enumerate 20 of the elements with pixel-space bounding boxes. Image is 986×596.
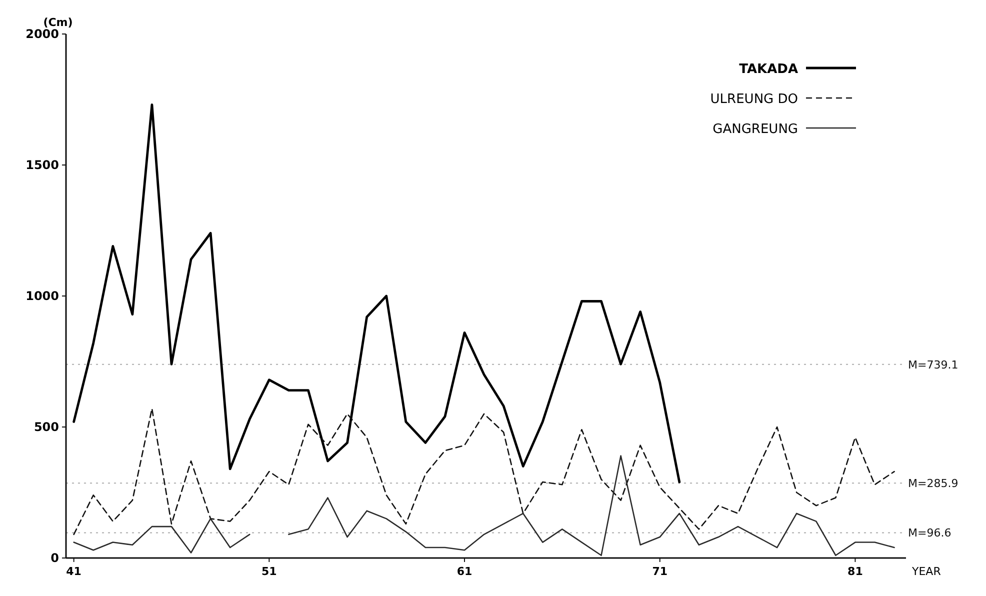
legend-label: TAKADA <box>739 62 798 77</box>
y-tick-label: 1000 <box>26 289 59 303</box>
legend-label: GANGREUNG <box>712 122 798 137</box>
y-tick-label: 2000 <box>26 27 59 41</box>
x-tick-label: 81 <box>848 565 863 578</box>
ref-line-label: M=739.1 <box>908 358 958 372</box>
x-tick-label: 51 <box>262 565 277 578</box>
legend-label: ULREUNG DO <box>710 92 798 107</box>
y-axis-title: (Cm) <box>43 16 73 29</box>
line-series <box>72 104 681 484</box>
x-tick-label: 61 <box>456 565 472 578</box>
y-tick-label: 0 <box>50 551 59 565</box>
y-tick-label: 500 <box>34 420 59 434</box>
x-tick-label: 71 <box>652 565 668 578</box>
x-axis-title: YEAR <box>911 565 942 578</box>
ref-line-label: M=285.9 <box>908 477 958 490</box>
x-tick-label: 41 <box>66 565 82 578</box>
y-tick-label: 1500 <box>26 158 59 172</box>
ref-line-label: M=96.6 <box>908 526 952 540</box>
line-series <box>73 408 895 536</box>
